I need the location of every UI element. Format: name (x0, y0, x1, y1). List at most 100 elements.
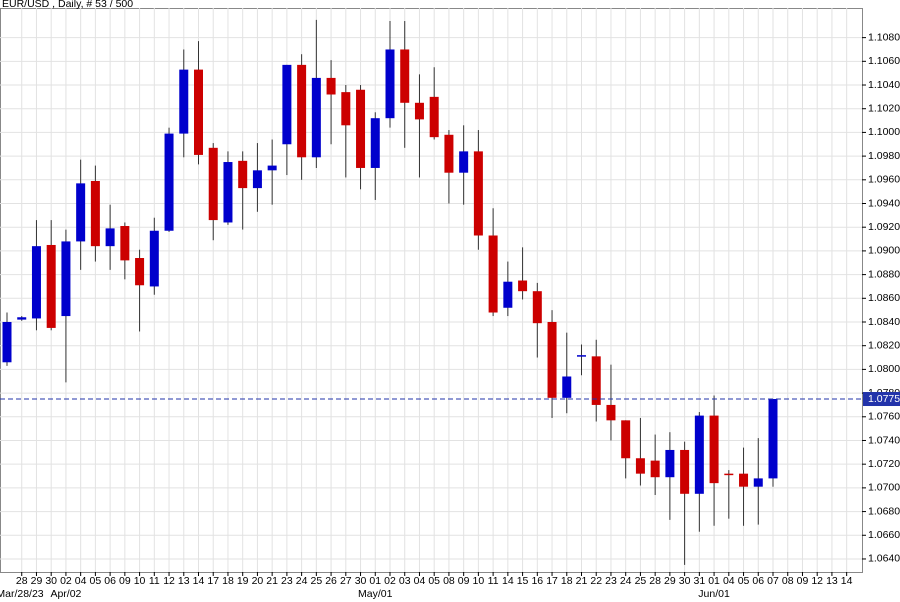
candle-body (17, 317, 27, 320)
candle-body (223, 162, 233, 223)
x-tick-label: 18 (561, 575, 573, 587)
x-tick-label: 21 (266, 575, 278, 587)
x-period-label: Apr/02 (50, 588, 81, 600)
x-tick-label: 14 (841, 575, 853, 587)
x-tick-label: 23 (281, 575, 293, 587)
candle-body (459, 151, 469, 173)
x-tick-label: 24 (620, 575, 632, 587)
candle-body (694, 415, 704, 494)
y-tick-label: 1.0800 (868, 363, 900, 375)
x-tick-label: 19 (237, 575, 249, 587)
candle-body (547, 321, 557, 398)
y-tick-label: 1.1080 (868, 31, 900, 43)
last-price-box (863, 392, 900, 407)
x-tick-label: 09 (119, 575, 131, 587)
x-tick-label: 29 (664, 575, 676, 587)
x-tick-label: 20 (252, 575, 264, 587)
y-tick-label: 1.1020 (868, 102, 900, 114)
candle-body (149, 230, 159, 287)
candle-body (311, 77, 321, 158)
y-tick-label: 1.0660 (868, 529, 900, 541)
x-tick-label: 14 (193, 575, 205, 587)
candle-body (473, 151, 483, 236)
x-tick-label: 30 (679, 575, 691, 587)
x-tick-label: 25 (635, 575, 647, 587)
x-tick-label: 04 (723, 575, 735, 587)
x-tick-label: 24 (296, 575, 308, 587)
y-tick-label: 1.0980 (868, 150, 900, 162)
candle-body (370, 118, 380, 168)
candle-body (724, 473, 734, 476)
x-tick-label: 04 (414, 575, 426, 587)
x-tick-label: 23 (605, 575, 617, 587)
x-tick-label: 16 (531, 575, 543, 587)
x-tick-label: 02 (60, 575, 72, 587)
candle-body (591, 356, 601, 405)
x-tick-label: 06 (104, 575, 116, 587)
candle-body (252, 170, 262, 189)
x-tick-label: 14 (502, 575, 514, 587)
candle-body (356, 89, 366, 168)
x-tick-label: 28 (649, 575, 661, 587)
candle-body (31, 246, 41, 319)
x-tick-label: 10 (473, 575, 485, 587)
y-tick-label: 1.0640 (868, 553, 900, 565)
y-tick-label: 1.0880 (868, 268, 900, 280)
x-tick-label: 30 (355, 575, 367, 587)
x-period-label: Jun/01 (698, 588, 730, 600)
candle-body (665, 449, 675, 478)
x-tick-label: 18 (222, 575, 234, 587)
x-tick-label: 17 (546, 575, 558, 587)
candles (0, 19, 862, 565)
y-tick-label: 1.0920 (868, 221, 900, 233)
x-tick-label: 31 (694, 575, 706, 587)
candle-body (2, 321, 12, 363)
last-price-label: 1.0775 (868, 393, 900, 405)
y-tick-label: 1.1000 (868, 126, 900, 138)
candle-body (680, 449, 690, 494)
x-tick-label: 12 (811, 575, 823, 587)
x-tick-label: 28 (16, 575, 28, 587)
candle-body (635, 458, 645, 474)
candle-body (739, 473, 749, 487)
x-tick-label: 06 (752, 575, 764, 587)
x-tick-label: 08 (782, 575, 794, 587)
x-tick-label: 13 (826, 575, 838, 587)
candle-body (385, 49, 395, 119)
candle-body (267, 165, 277, 171)
x-tick-label: 09 (797, 575, 809, 587)
candle-body (414, 102, 424, 120)
y-tick-label: 1.0680 (868, 505, 900, 517)
axes: 1.0640 1.0660 1.0680 1.0700 1.0720 1.0740 1.07… (0, 31, 900, 600)
candle-body (341, 92, 351, 126)
x-tick-label: 12 (163, 575, 175, 587)
y-tick-label: 1.0740 (868, 434, 900, 446)
x-tick-label: 10 (134, 575, 146, 587)
x-tick-label: 04 (75, 575, 87, 587)
candle-body (606, 404, 616, 421)
y-tick-label: 1.0940 (868, 197, 900, 209)
x-tick-label: 29 (31, 575, 43, 587)
candle-body (194, 69, 203, 155)
x-tick-label: 11 (488, 575, 499, 587)
x-tick-label: 01 (369, 575, 381, 587)
candle-body (562, 376, 572, 398)
candle-body (179, 69, 189, 134)
y-tick-label: 1.0720 (868, 458, 900, 470)
x-tick-label: 07 (767, 575, 779, 587)
x-tick-label: 26 (325, 575, 337, 587)
candle-body (238, 160, 248, 189)
candle-body (282, 64, 292, 145)
x-tick-label: 30 (45, 575, 57, 587)
candle-body (768, 399, 778, 479)
x-tick-label: 05 (738, 575, 750, 587)
candle-body (90, 180, 100, 247)
candle-body (650, 460, 660, 478)
x-period-label: May/01 (358, 588, 393, 600)
candle-body (76, 183, 86, 242)
candle-body (120, 226, 130, 261)
candle-body (518, 280, 528, 292)
x-tick-label: 13 (178, 575, 190, 587)
candle-body (326, 77, 336, 95)
